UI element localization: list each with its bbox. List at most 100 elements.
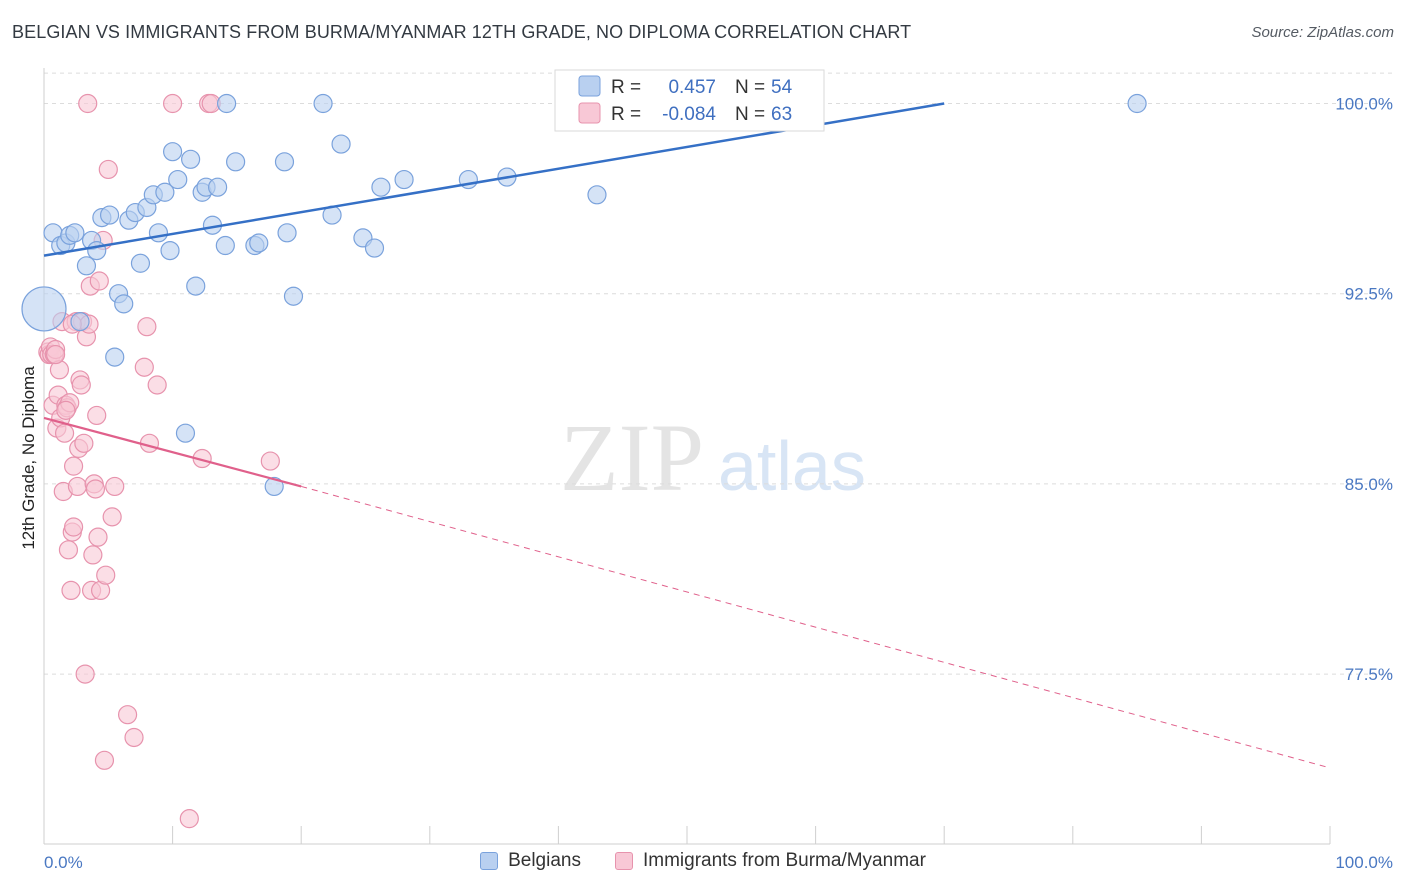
legend-n-value-1: 54: [771, 77, 793, 98]
source-label: Source: ZipAtlas.com: [1251, 24, 1394, 41]
immigrants-point-23: [67, 476, 88, 497]
x-tick-label-min: 0.0%: [44, 853, 83, 872]
immigrants-point-51: [137, 317, 157, 337]
immigrants-point-61: [56, 400, 76, 420]
watermark-zip: ZIP: [560, 404, 704, 511]
belgians-point-46: [371, 177, 391, 197]
belgians-point-24: [168, 169, 188, 190]
legend-label-immigrants: Immigrants from Burma/Myanmar: [642, 850, 926, 871]
belgians-point-34: [226, 152, 246, 172]
legend-n-label-2: N =: [735, 104, 765, 125]
belgians-point-41: [313, 93, 333, 114]
immigrants-point-26: [71, 375, 91, 395]
legend-n-label-1: N =: [735, 77, 765, 98]
immigrants-point-39: [88, 527, 108, 547]
y-axis-title: 12th Grade, No Diploma: [19, 366, 38, 550]
immigrants-point-50: [134, 357, 154, 377]
immigrants-point-43: [94, 750, 115, 770]
immigrants-point-31: [78, 93, 98, 114]
belgians-point-31: [208, 177, 228, 197]
legend-swatch-blue: [578, 75, 601, 97]
belgians-point-37: [264, 476, 284, 497]
belgians-point-6: [70, 311, 90, 332]
legend-r-label-1: R =: [611, 77, 641, 98]
belgians-point-5: [65, 223, 85, 243]
immigrants-point-20: [63, 517, 84, 537]
immigrants-point-55: [179, 809, 199, 829]
belgians-point-7: [76, 256, 97, 276]
belgians-point-38: [274, 152, 295, 172]
belgians-point-50: [587, 185, 607, 205]
legend-r-value-1: 0.457: [668, 77, 716, 98]
correlation-legend: R = 0.457 N = 54 R = -0.084 N = 63: [554, 69, 825, 132]
series-belgians-points: [21, 93, 1147, 497]
immigrants-point-38: [87, 405, 107, 426]
belgians-point-33: [217, 93, 237, 114]
y-tick-label-3: 100.0%: [1335, 95, 1393, 114]
belgians-point-45: [364, 238, 385, 258]
watermark-atlas: atlas: [718, 427, 866, 505]
belgians-point-36: [249, 233, 269, 253]
series-immigrants-burma-points: [38, 93, 280, 829]
belgians-point-27: [186, 276, 206, 296]
belgians-point-40: [283, 286, 304, 306]
belgians-point-14: [114, 294, 134, 314]
immigrants-point-40: [89, 271, 109, 291]
belgians-point-11: [99, 205, 120, 225]
x-tick-label-max: 100.0%: [1335, 853, 1393, 872]
immigrants-point-53: [147, 375, 167, 395]
bottom-legend: Belgians Immigrants from Burma/Myanmar: [0, 850, 1406, 872]
immigrants-point-48: [117, 705, 138, 725]
belgians-point-21: [155, 182, 175, 202]
immigrants-point-35: [83, 545, 103, 565]
belgians-point-0: [21, 286, 67, 332]
belgians-point-20: [148, 223, 169, 243]
y-tick-label-2: 92.5%: [1345, 285, 1393, 304]
immigrants-point-59: [260, 451, 280, 471]
immigrants-point-28: [74, 433, 94, 453]
immigrants-point-13: [54, 423, 75, 443]
belgians-point-26: [181, 149, 201, 169]
belgians-point-9: [87, 240, 107, 261]
chart-title: BELGIAN VS IMMIGRANTS FROM BURMA/MYANMAR…: [12, 22, 912, 42]
immigrants-point-16: [58, 540, 79, 560]
immigrants-point-62: [45, 344, 66, 365]
belgians-point-25: [175, 423, 196, 443]
belgians-point-32: [215, 235, 235, 256]
y-tick-label-1: 85.0%: [1345, 475, 1393, 494]
immigrants-point-54: [163, 93, 183, 114]
legend-r-label-2: R =: [611, 104, 641, 125]
trend-line-immigrants-extension: [301, 485, 1331, 769]
belgians-point-12: [105, 347, 125, 367]
belgians-point-23: [163, 142, 183, 162]
y-tick-labels: 77.5% 85.0% 92.5% 100.0%: [1335, 95, 1393, 685]
belgians-point-53: [1127, 93, 1147, 114]
belgians-point-17: [130, 253, 151, 273]
y-tick-label-0: 77.5%: [1345, 665, 1393, 684]
legend-r-value-2: -0.084: [662, 104, 716, 125]
gridlines: [44, 72, 1393, 675]
legend-swatch-belgians: [480, 852, 499, 870]
belgians-point-47: [394, 169, 414, 190]
legend-swatch-pink: [578, 102, 601, 124]
immigrants-point-46: [102, 507, 122, 527]
legend-item-immigrants: Immigrants from Burma/Myanmar: [614, 850, 926, 872]
belgians-point-22: [160, 240, 180, 261]
immigrants-point-45: [98, 159, 118, 180]
legend-n-value-2: 63: [771, 104, 792, 125]
legend-label-belgians: Belgians: [508, 850, 581, 871]
trend-line-immigrants: [43, 416, 302, 488]
immigrants-point-49: [124, 727, 144, 748]
belgians-point-39: [277, 223, 297, 243]
immigrants-point-29: [75, 664, 95, 684]
immigrants-point-44: [96, 565, 116, 585]
legend-swatch-immigrants: [614, 852, 633, 870]
immigrants-point-37: [85, 479, 106, 499]
immigrants-point-47: [105, 476, 125, 497]
immigrants-point-18: [61, 580, 81, 601]
immigrants-point-21: [63, 456, 84, 476]
legend-item-belgians: Belgians: [480, 850, 581, 872]
x-axis-ticks: [43, 826, 1331, 844]
belgians-point-43: [331, 134, 351, 154]
